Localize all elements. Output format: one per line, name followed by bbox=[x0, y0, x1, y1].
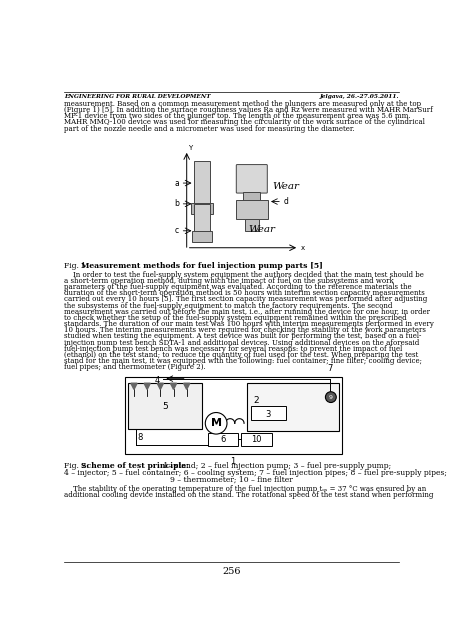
Text: 1: 1 bbox=[230, 457, 235, 466]
Text: M: M bbox=[210, 419, 221, 428]
Text: additional cooling device installed on the stand. The rotational speed of the te: additional cooling device installed on t… bbox=[64, 491, 433, 499]
Text: b: b bbox=[174, 199, 179, 209]
FancyBboxPatch shape bbox=[128, 383, 202, 429]
Text: 4: 4 bbox=[154, 376, 160, 385]
Text: 10: 10 bbox=[251, 435, 261, 444]
Polygon shape bbox=[183, 383, 189, 389]
Polygon shape bbox=[131, 383, 137, 389]
FancyBboxPatch shape bbox=[240, 433, 272, 447]
Text: Y: Y bbox=[188, 145, 192, 150]
Text: 256: 256 bbox=[222, 566, 240, 575]
Text: part of the nozzle needle and a micrometer was used for measuring the diameter.: part of the nozzle needle and a micromet… bbox=[64, 125, 354, 132]
Text: Fig. 1.: Fig. 1. bbox=[64, 262, 91, 269]
Circle shape bbox=[205, 413, 226, 434]
Text: 10 hours. The interim measurements were required for checking the stability of t: 10 hours. The interim measurements were … bbox=[64, 326, 425, 334]
Text: Wear: Wear bbox=[272, 182, 298, 191]
Text: The stability of the operating temperature of the fuel injection pump tₒₛ = 37 °: The stability of the operating temperatu… bbox=[64, 485, 426, 493]
Text: Fig. 2.: Fig. 2. bbox=[64, 462, 91, 470]
FancyBboxPatch shape bbox=[208, 433, 237, 447]
Text: MP-1 device from two sides of the plunger top. The length of the measurement are: MP-1 device from two sides of the plunge… bbox=[64, 112, 410, 120]
Text: d: d bbox=[283, 197, 288, 206]
Text: measurement. Based on a common measurement method the plungers are measured only: measurement. Based on a common measureme… bbox=[64, 100, 420, 108]
Text: In order to test the fuel-supply system equipment the authors decided that the m: In order to test the fuel-supply system … bbox=[64, 271, 423, 279]
Text: 9 – thermometer; 10 – fine filter: 9 – thermometer; 10 – fine filter bbox=[170, 476, 292, 484]
Polygon shape bbox=[144, 383, 150, 389]
Text: fuel pipes; and thermometer (Figure 2).: fuel pipes; and thermometer (Figure 2). bbox=[64, 364, 206, 371]
Text: a short-term operation method, during which the impact of fuel on the subsystems: a short-term operation method, during wh… bbox=[64, 277, 393, 285]
FancyBboxPatch shape bbox=[191, 203, 212, 214]
Text: 5: 5 bbox=[162, 402, 167, 411]
Text: 8: 8 bbox=[137, 433, 143, 442]
Text: MAHR MMQ-100 device was used for measuring the circularity of the work surface o: MAHR MMQ-100 device was used for measuri… bbox=[64, 118, 424, 126]
Polygon shape bbox=[170, 383, 176, 389]
Text: the subsystems of the fuel-supply equipment to match the factory requirements. T: the subsystems of the fuel-supply equipm… bbox=[64, 301, 392, 310]
Text: carried out every 10 hours [5]. The first section capacity measurement was perfo: carried out every 10 hours [5]. The firs… bbox=[64, 296, 427, 303]
Text: injection pump test bench SDTA-1 and additional devices. Using additional device: injection pump test bench SDTA-1 and add… bbox=[64, 339, 419, 347]
Text: parameters of the fuel-supply equipment was evaluated. According to the referenc: parameters of the fuel-supply equipment … bbox=[64, 283, 411, 291]
Text: 3: 3 bbox=[265, 410, 270, 419]
Text: Scheme of test principle:: Scheme of test principle: bbox=[81, 462, 189, 470]
Text: measurement was carried out before the main test, i.e., after running the device: measurement was carried out before the m… bbox=[64, 308, 429, 316]
Text: (ethanol) on the test stand; to reduce the quantity of fuel used for the test. W: (ethanol) on the test stand; to reduce t… bbox=[64, 351, 418, 359]
Text: (Figure 1) [5]. In addition the surface roughness values Ra and Rz were measured: (Figure 1) [5]. In addition the surface … bbox=[64, 106, 432, 114]
Text: 7: 7 bbox=[327, 364, 332, 373]
Text: 2: 2 bbox=[253, 396, 259, 404]
FancyBboxPatch shape bbox=[192, 231, 212, 243]
Text: 1– stand; 2 – fuel injection pump; 3 – fuel pre-supply pump;: 1– stand; 2 – fuel injection pump; 3 – f… bbox=[161, 462, 391, 470]
Text: 4 – injector; 5 – fuel container; 6 – cooling system; 7 – fuel injection pipes; : 4 – injector; 5 – fuel container; 6 – co… bbox=[64, 468, 446, 477]
FancyBboxPatch shape bbox=[247, 383, 338, 431]
Text: studied when testing the equipment. A test device was built for performing the t: studied when testing the equipment. A te… bbox=[64, 332, 421, 340]
Text: c: c bbox=[175, 227, 179, 236]
Text: fuel-injection pump test bench was necessary for several reasons: to prevent the: fuel-injection pump test bench was neces… bbox=[64, 345, 401, 353]
Text: Measurement methods for fuel injection pump parts [5]: Measurement methods for fuel injection p… bbox=[81, 262, 322, 269]
Text: Wear: Wear bbox=[248, 225, 275, 234]
Text: ENGINEERING FOR RURAL DEVELOPMENT: ENGINEERING FOR RURAL DEVELOPMENT bbox=[64, 93, 211, 99]
FancyBboxPatch shape bbox=[194, 161, 209, 204]
Text: Jelgava, 26.-27.05.2011.: Jelgava, 26.-27.05.2011. bbox=[319, 93, 398, 99]
FancyBboxPatch shape bbox=[194, 204, 209, 231]
Text: 9: 9 bbox=[328, 395, 332, 399]
Text: to check whether the setup of the fuel-supply system equipment remained within t: to check whether the setup of the fuel-s… bbox=[64, 314, 406, 322]
FancyBboxPatch shape bbox=[244, 220, 258, 231]
Text: duration of the short-term operation method is 50 hours with interim section cap: duration of the short-term operation met… bbox=[64, 289, 424, 298]
FancyBboxPatch shape bbox=[236, 164, 267, 193]
FancyBboxPatch shape bbox=[250, 406, 285, 420]
Polygon shape bbox=[157, 383, 163, 389]
Text: 6: 6 bbox=[220, 435, 226, 444]
Circle shape bbox=[325, 392, 336, 403]
Text: stand for the main test, it was equipped with the following: fuel container; fin: stand for the main test, it was equipped… bbox=[64, 357, 421, 365]
FancyBboxPatch shape bbox=[243, 192, 260, 204]
Text: a: a bbox=[174, 179, 179, 188]
Text: x: x bbox=[300, 244, 304, 251]
FancyBboxPatch shape bbox=[235, 200, 267, 220]
Text: standards. The duration of our main test was 100 hours with interim measurements: standards. The duration of our main test… bbox=[64, 320, 433, 328]
